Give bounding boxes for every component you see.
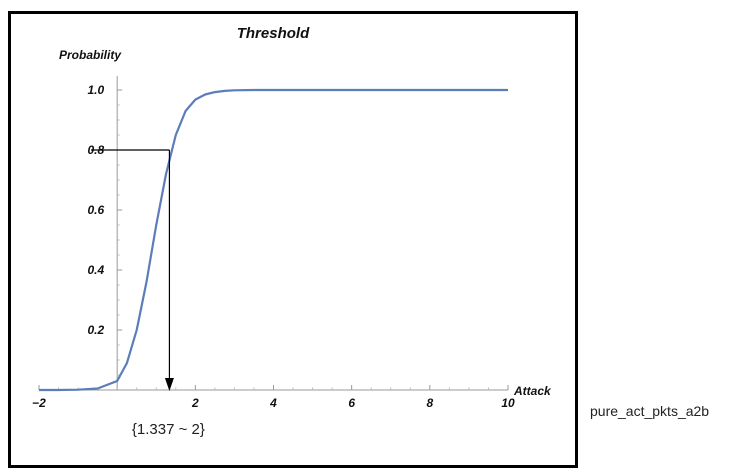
chart-title: Threshold [237, 25, 310, 42]
y-axis-label: Probability [59, 48, 122, 62]
x-tick-label: 8 [426, 396, 433, 410]
threshold-chart: Threshold Probability Attack −2 2 4 6 8 10 0.2… [32, 25, 552, 438]
axes [39, 76, 508, 391]
x-axis-label: Attack [513, 384, 552, 398]
series-line [39, 88, 508, 392]
series [39, 88, 508, 392]
x-tick-label: 4 [269, 396, 277, 410]
y-tick-label: 0.4 [87, 263, 104, 277]
x-tick-label: 10 [501, 396, 515, 410]
x-tick-label: 2 [191, 396, 199, 410]
chart-frame: Threshold Probability Attack −2 2 4 6 8 10 0.2… [8, 11, 578, 468]
annotation-arrowhead [164, 378, 174, 391]
annotation: {1.337 ~ 2} [91, 149, 205, 438]
y-tick-label: 0.2 [87, 323, 104, 337]
y-tick-label: 0.6 [87, 203, 104, 217]
side-caption: pure_act_pkts_a2b [590, 403, 710, 419]
ticks: −2 2 4 6 8 100.20.40.60.81.0 [32, 83, 515, 410]
x-tick-label: 6 [348, 396, 355, 410]
x-tick-label: −2 [32, 396, 46, 410]
annotation-label: {1.337 ~ 2} [132, 421, 205, 438]
y-tick-label: 1.0 [87, 83, 104, 97]
